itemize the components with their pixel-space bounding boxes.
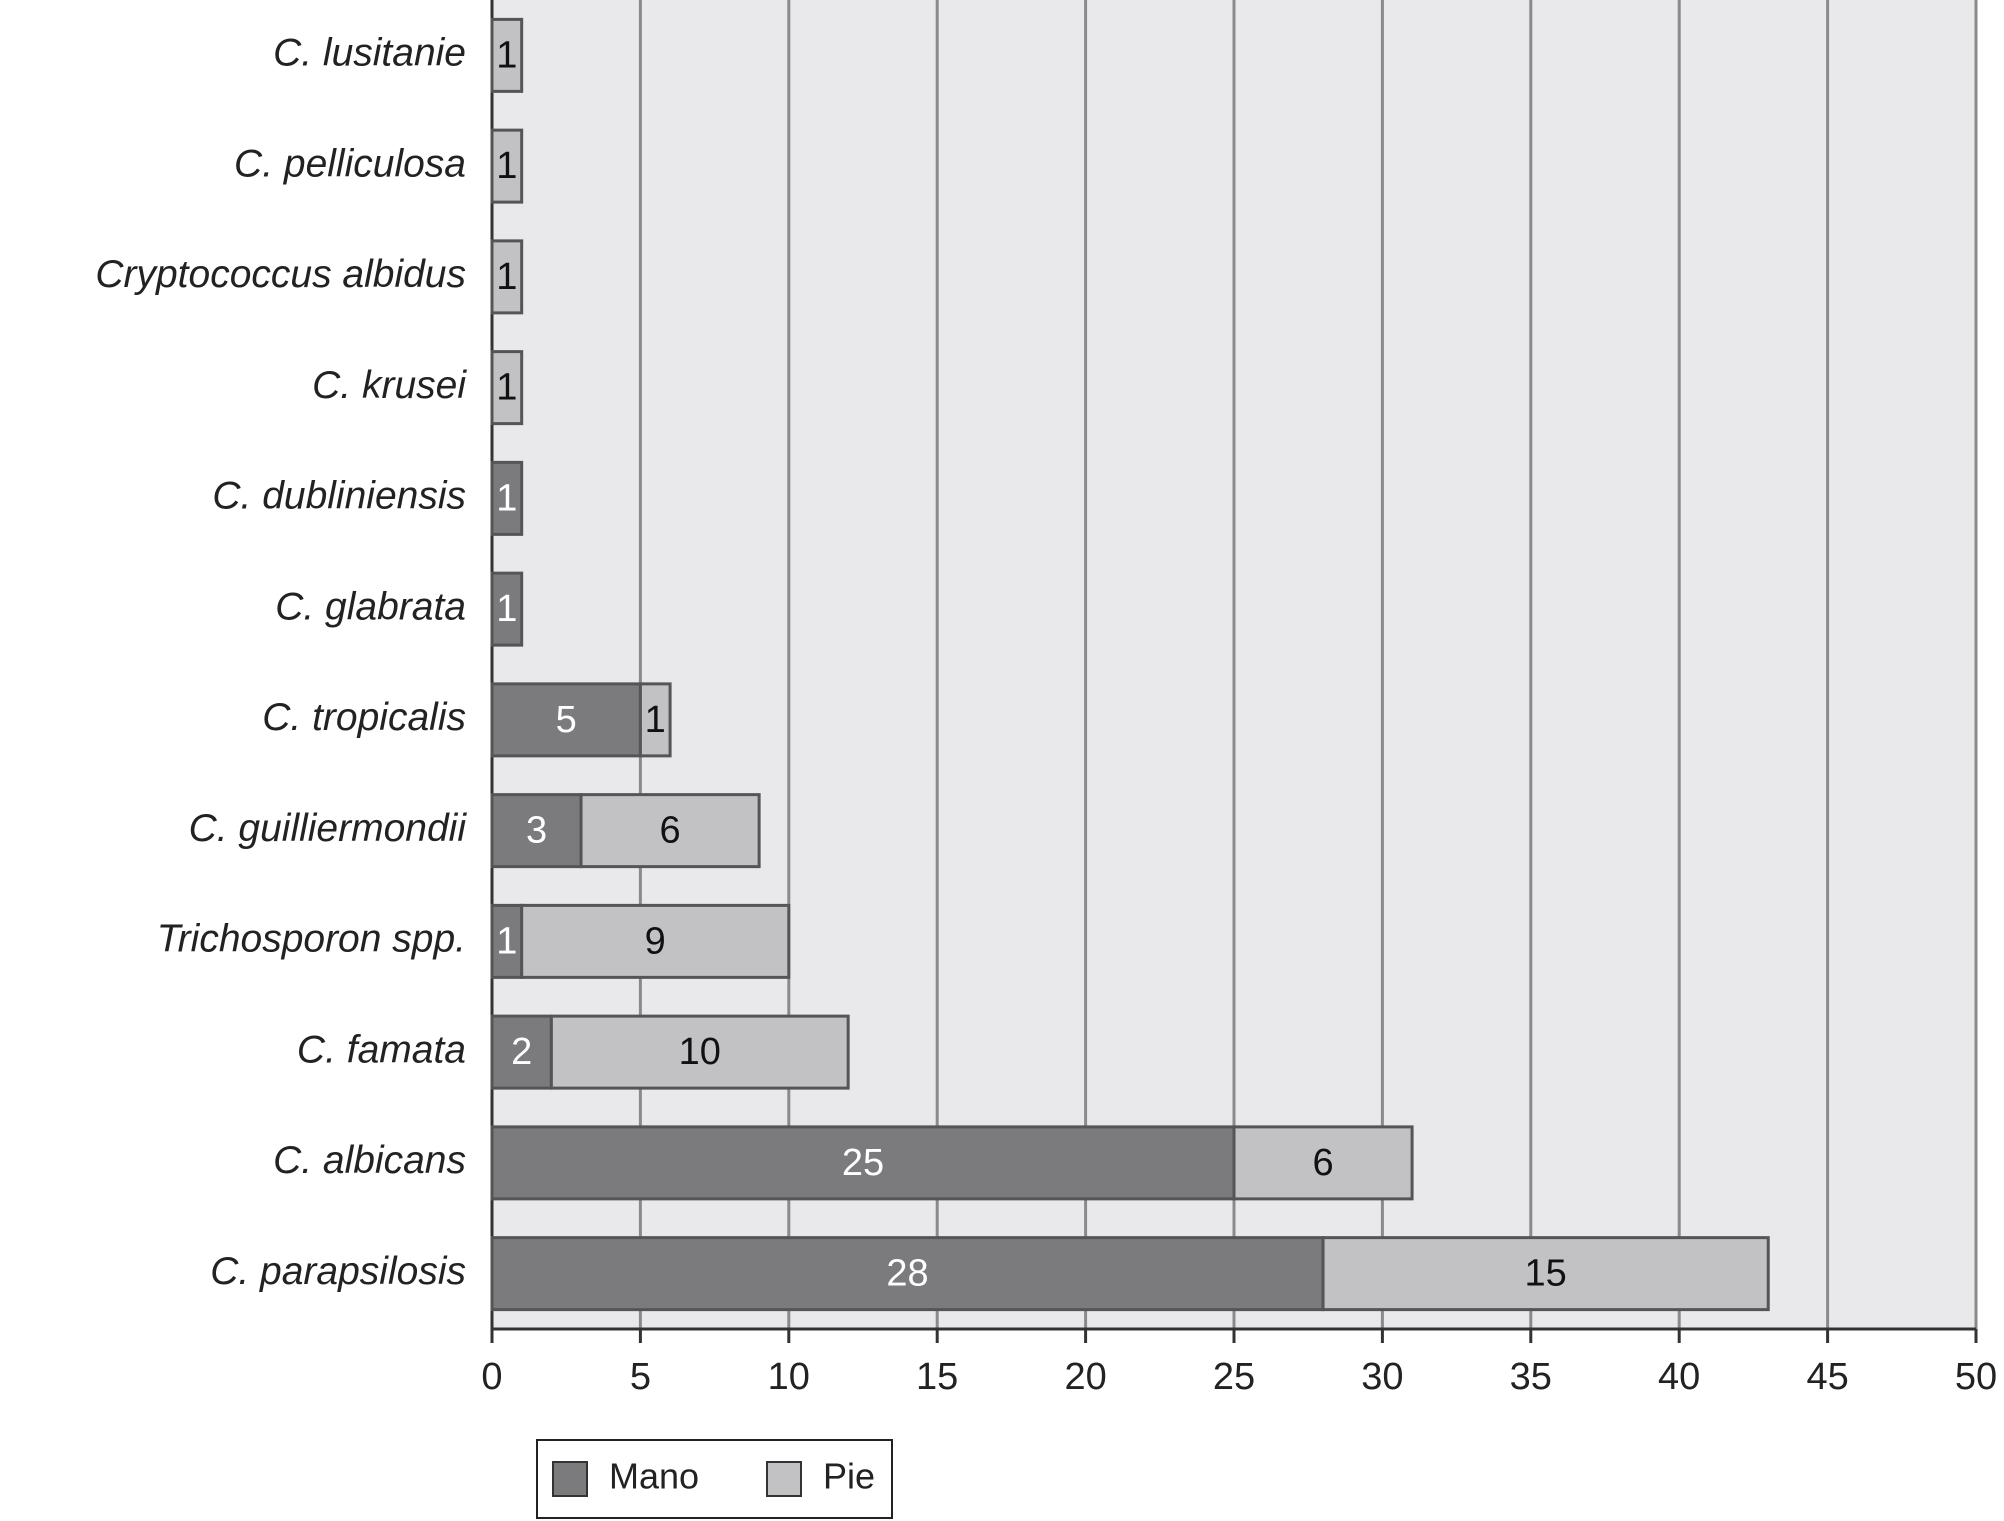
data-label: 25	[842, 1142, 884, 1184]
y-tick-label: C. dubliniensis	[212, 475, 466, 518]
x-tick-label: 5	[630, 1356, 651, 1398]
y-tick-label: C. glabrata	[275, 585, 466, 628]
data-label: 1	[496, 145, 517, 187]
y-tick-label: Trichosporon spp.	[157, 918, 466, 961]
x-tick-label: 20	[1064, 1356, 1106, 1398]
bar-segment	[490, 239, 524, 315]
bar-segment	[549, 1014, 850, 1090]
x-tick-label: 35	[1510, 1356, 1552, 1398]
legend-label: Pie	[823, 1456, 875, 1497]
y-tick-label: C. krusei	[312, 364, 467, 407]
bar-segment	[490, 350, 524, 426]
x-tick-label: 30	[1361, 1356, 1403, 1398]
bar-segment	[490, 1014, 553, 1090]
data-label: 1	[496, 920, 517, 962]
data-label: 15	[1524, 1253, 1566, 1295]
x-tick-label: 50	[1955, 1356, 1997, 1398]
data-label: 1	[496, 256, 517, 298]
bar-segment	[520, 903, 791, 979]
bar-segment	[490, 1236, 1325, 1312]
data-label: 1	[496, 477, 517, 519]
y-tick-label: C. lusitanie	[273, 32, 466, 75]
y-tick-label: C. pelliculosa	[234, 142, 466, 185]
x-tick-label: 10	[768, 1356, 810, 1398]
x-tick-label: 40	[1658, 1356, 1700, 1398]
bar-segment	[490, 17, 524, 93]
legend-swatch	[552, 1461, 588, 1497]
bar-segment	[1232, 1125, 1414, 1201]
legend	[536, 1439, 893, 1519]
bar-segment	[1321, 1236, 1770, 1312]
data-label: 1	[645, 699, 666, 741]
bar-segment	[638, 682, 672, 758]
y-tick-label: C. tropicalis	[262, 696, 466, 739]
bar-segment	[490, 460, 524, 536]
bar-segment	[579, 793, 761, 869]
x-tick-label: 25	[1213, 1356, 1255, 1398]
bar-segment	[490, 682, 642, 758]
data-label: 1	[496, 367, 517, 409]
y-tick-label: Cryptococcus albidus	[95, 253, 466, 296]
x-tick-label: 15	[916, 1356, 958, 1398]
data-label: 2	[511, 1031, 532, 1073]
legend-swatch	[766, 1461, 802, 1497]
bar-segment	[490, 128, 524, 204]
data-label: 9	[645, 920, 666, 962]
data-label: 6	[1312, 1142, 1333, 1184]
bar-segment	[490, 793, 583, 869]
data-label: 5	[556, 699, 577, 741]
data-label: 10	[679, 1031, 721, 1073]
legend-label: Mano	[609, 1456, 699, 1497]
data-label: 28	[886, 1253, 928, 1295]
data-label: 1	[496, 34, 517, 76]
bar-segment	[490, 571, 524, 647]
data-label: 1	[496, 588, 517, 630]
x-tick-label: 0	[481, 1356, 502, 1398]
y-tick-label: C. parapsilosis	[210, 1250, 466, 1293]
data-label: 3	[526, 810, 547, 852]
y-tick-label: C. guilliermondii	[189, 807, 468, 850]
x-tick-label: 45	[1806, 1356, 1848, 1398]
data-label: 6	[660, 810, 681, 852]
y-tick-label: C. albicans	[273, 1139, 466, 1182]
y-tick-label: C. famata	[297, 1028, 466, 1071]
